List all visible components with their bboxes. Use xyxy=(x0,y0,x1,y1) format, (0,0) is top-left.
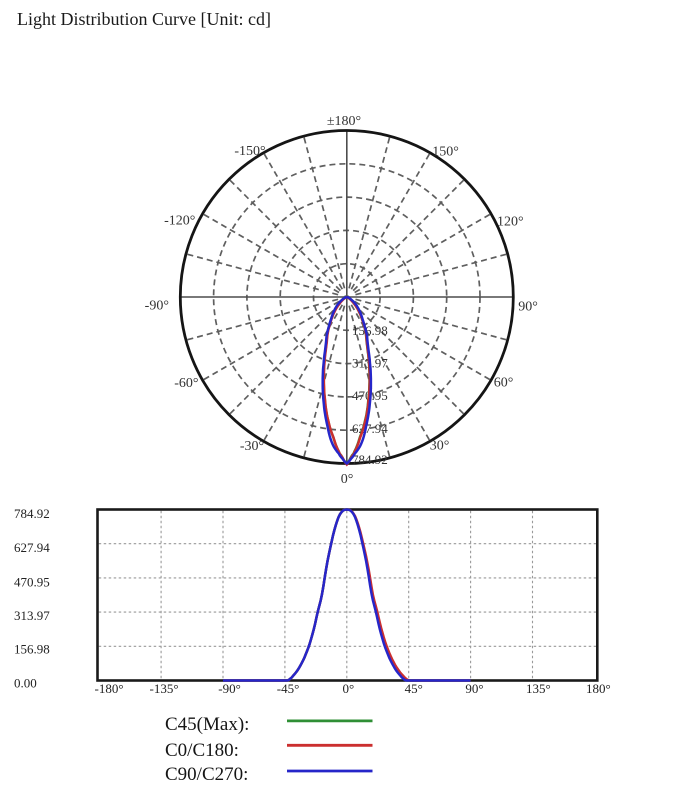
svg-text:784.92: 784.92 xyxy=(352,452,388,467)
svg-text:-90°: -90° xyxy=(145,298,169,313)
svg-text:C45(Max):: C45(Max): xyxy=(165,714,249,735)
svg-text:-150°: -150° xyxy=(234,144,265,159)
svg-text:60°: 60° xyxy=(494,376,514,391)
svg-text:156.98: 156.98 xyxy=(14,641,50,656)
svg-text:-90°: -90° xyxy=(218,681,241,696)
svg-text:784.92: 784.92 xyxy=(14,506,50,521)
svg-text:C0/C180:: C0/C180: xyxy=(165,740,239,761)
svg-text:45°: 45° xyxy=(405,681,423,696)
svg-text:-180°: -180° xyxy=(94,681,123,696)
svg-text:180°: 180° xyxy=(586,681,611,696)
svg-text:0.00: 0.00 xyxy=(14,676,37,691)
svg-text:-30°: -30° xyxy=(240,439,264,454)
svg-text:156.98: 156.98 xyxy=(352,323,388,338)
svg-text:150°: 150° xyxy=(432,145,459,160)
svg-text:±180°: ±180° xyxy=(327,114,361,129)
svg-text:30°: 30° xyxy=(430,439,450,454)
svg-text:135°: 135° xyxy=(526,681,551,696)
svg-text:-120°: -120° xyxy=(164,214,195,229)
svg-text:-45°: -45° xyxy=(277,681,300,696)
svg-text:470.95: 470.95 xyxy=(14,575,50,590)
svg-text:313.97: 313.97 xyxy=(14,608,50,623)
svg-text:0°: 0° xyxy=(342,681,354,696)
svg-text:C90/C270:: C90/C270: xyxy=(165,764,248,785)
svg-text:0°: 0° xyxy=(341,472,354,487)
svg-text:-60°: -60° xyxy=(174,376,198,391)
svg-text:-135°: -135° xyxy=(149,681,178,696)
svg-text:90°: 90° xyxy=(465,681,483,696)
svg-text:627.94: 627.94 xyxy=(352,421,388,436)
svg-text:Light Distribution Curve [Unit: Light Distribution Curve [Unit: cd] xyxy=(17,9,271,29)
svg-text:120°: 120° xyxy=(497,214,524,229)
svg-text:90°: 90° xyxy=(518,299,538,314)
svg-text:627.94: 627.94 xyxy=(14,540,50,555)
